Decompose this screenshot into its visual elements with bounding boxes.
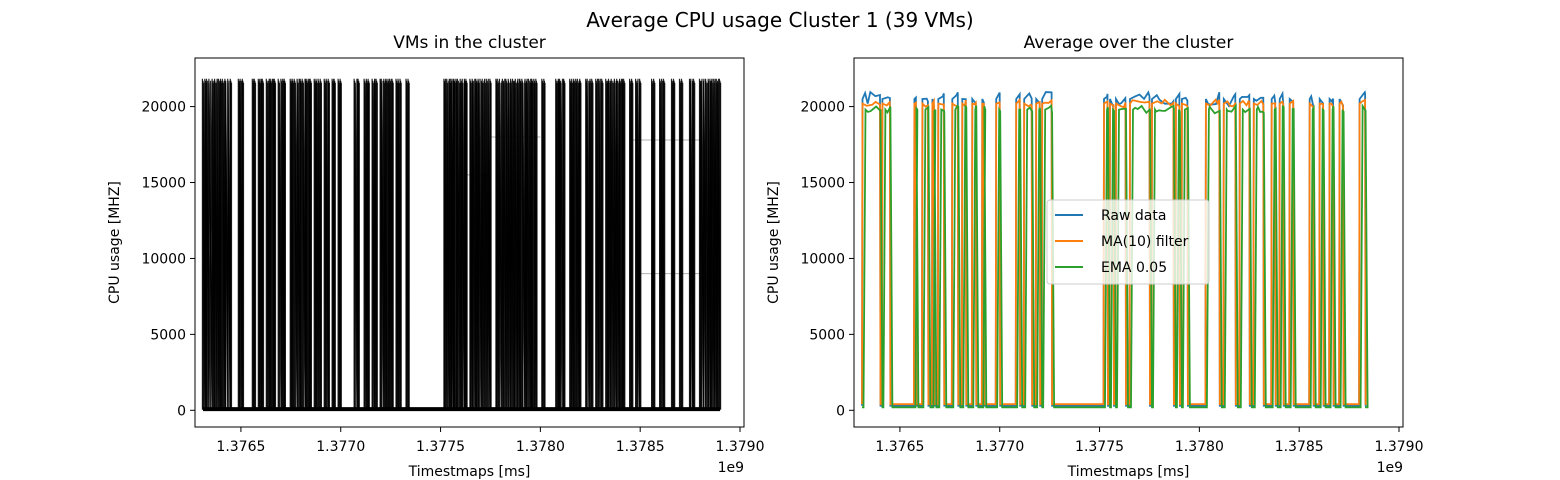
x-tick-label: 1.3780 bbox=[516, 439, 565, 455]
y-tick-label: 5000 bbox=[150, 327, 186, 343]
series-line bbox=[862, 102, 1369, 409]
y-axis-label-average: CPU usage [MHZ] bbox=[766, 181, 782, 304]
x-tick-label: 1.3775 bbox=[1075, 439, 1124, 455]
x-ticks-average: 1.3765 1.3770 1.3775 1.3780 1.3785 1.3790 bbox=[875, 427, 1424, 455]
y-tick-label: 0 bbox=[836, 403, 845, 419]
x-offset-label-vms: 1e9 bbox=[718, 460, 744, 476]
figure-suptitle: Average CPU usage Cluster 1 (39 VMs) bbox=[586, 8, 973, 32]
x-tick-label: 1.3785 bbox=[1275, 439, 1324, 455]
axes-frame-vms bbox=[194, 57, 745, 428]
x-tick-label: 1.3765 bbox=[216, 439, 265, 455]
y-tick-label: 0 bbox=[177, 403, 186, 419]
x-tick-label: 1.3775 bbox=[416, 439, 465, 455]
x-tick-label: 1.3770 bbox=[316, 439, 365, 455]
x-tick-label: 1.3790 bbox=[1375, 439, 1424, 455]
y-tick-label: 15000 bbox=[800, 176, 845, 192]
y-tick-label: 20000 bbox=[800, 100, 845, 116]
legend-label: Raw data bbox=[1101, 208, 1166, 224]
x-tick-label: 1.3780 bbox=[1175, 439, 1224, 455]
plot-area-average bbox=[861, 90, 1369, 409]
x-ticks-vms: 1.3765 1.3770 1.3775 1.3780 1.3785 1.3790 bbox=[216, 427, 765, 455]
series-line bbox=[861, 97, 1367, 406]
chart-panel-average: Average over the cluster 1.3765 1.3770 1.3… bbox=[766, 33, 1424, 480]
y-ticks-average: 0 5000 10000 15000 20000 bbox=[800, 100, 854, 419]
legend-frame bbox=[1046, 199, 1210, 285]
x-axis-label-vms: Timestmaps [ms] bbox=[408, 464, 531, 480]
y-tick-label: 5000 bbox=[809, 327, 845, 343]
x-axis-label-average: Timestmaps [ms] bbox=[1067, 464, 1190, 480]
y-axis-label-vms: CPU usage [MHZ] bbox=[107, 181, 123, 304]
axes-frame-average bbox=[853, 57, 1404, 428]
chart-panel-vms: VMs in the cluster 1.3765 1.3770 1.3775 1.3… bbox=[107, 33, 765, 480]
chart-title-average: Average over the cluster bbox=[1024, 33, 1234, 53]
y-tick-label: 10000 bbox=[141, 251, 186, 267]
x-offset-label-average: 1e9 bbox=[1377, 460, 1403, 476]
y-tick-label: 15000 bbox=[141, 176, 186, 192]
y-tick-label: 20000 bbox=[141, 100, 186, 116]
x-tick-label: 1.3765 bbox=[875, 439, 924, 455]
legend: Raw data MA(10) filter EMA 0.05 bbox=[1046, 199, 1210, 285]
x-tick-label: 1.3790 bbox=[716, 439, 765, 455]
legend-label: EMA 0.05 bbox=[1101, 260, 1167, 276]
chart-title-vms: VMs in the cluster bbox=[393, 33, 546, 53]
y-tick-label: 10000 bbox=[800, 251, 845, 267]
x-tick-label: 1.3770 bbox=[975, 439, 1024, 455]
plot-area-vms bbox=[201, 78, 722, 412]
x-tick-label: 1.3785 bbox=[616, 439, 665, 455]
y-ticks-vms: 0 5000 10000 15000 20000 bbox=[141, 100, 195, 419]
legend-label: MA(10) filter bbox=[1101, 234, 1189, 250]
